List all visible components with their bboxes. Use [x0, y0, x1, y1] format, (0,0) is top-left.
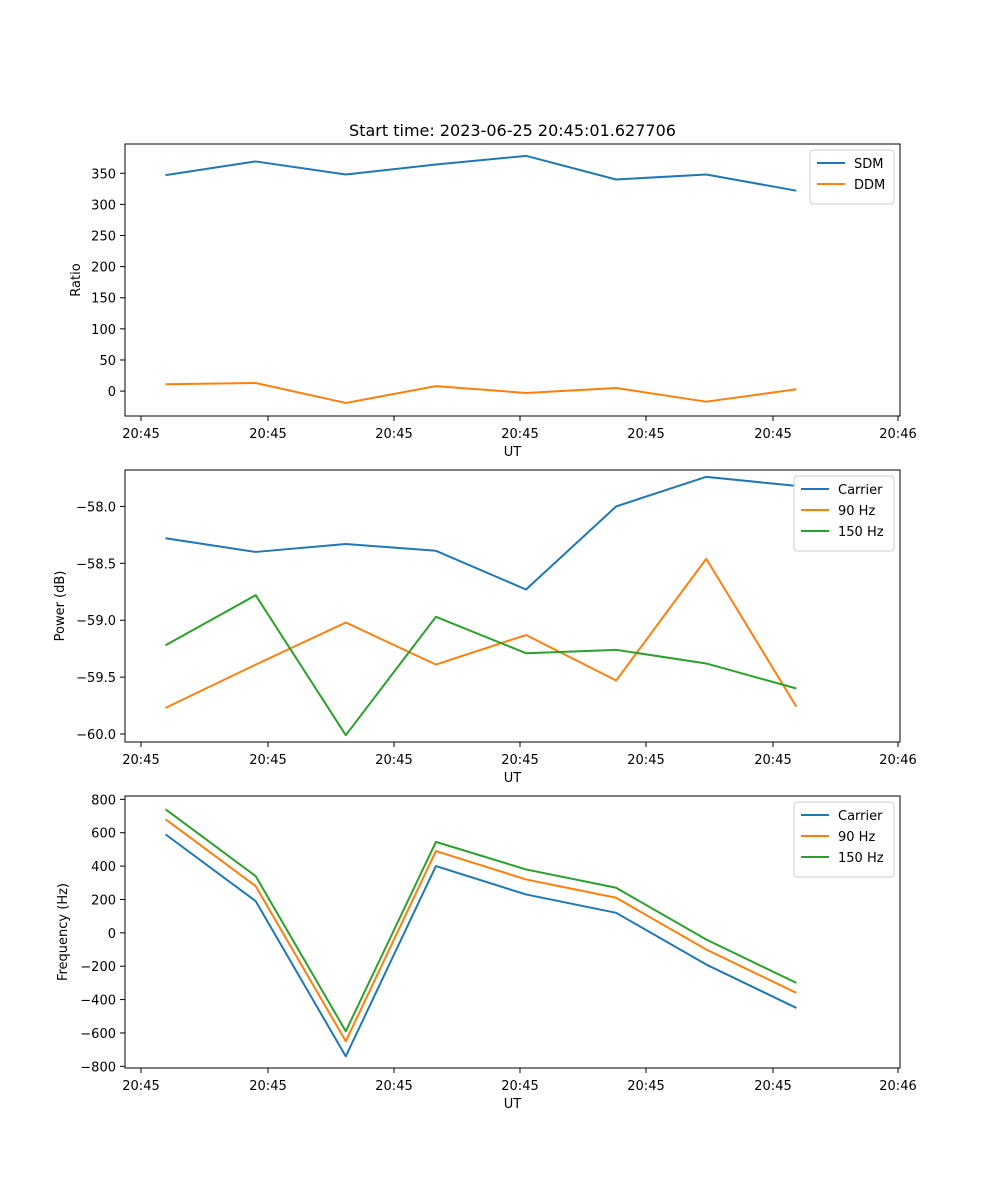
x-tick-label: 20:45 [627, 427, 664, 442]
legend-label: SDM [854, 157, 883, 172]
y-tick-label: 250 [91, 229, 116, 244]
y-tick-label: 200 [91, 261, 116, 276]
x-tick-label: 20:45 [249, 753, 286, 768]
x-tick-label: 20:45 [754, 753, 791, 768]
legend [793, 475, 895, 552]
y-tick-label: −60.0 [76, 728, 116, 743]
x-tick-label: 20:45 [375, 1079, 412, 1094]
x-tick-label: 20:46 [879, 1079, 916, 1094]
axes-frame [124, 143, 901, 417]
x-tick-label: 20:46 [879, 427, 916, 442]
y-tick-label: 100 [91, 323, 116, 338]
y-tick-label: 400 [91, 860, 116, 875]
series-line-carrier [164, 833, 797, 1058]
y-tick-label: 50 [99, 354, 116, 369]
axes-frame [124, 469, 901, 743]
legend-label: 150 Hz [838, 851, 884, 866]
x-tick-label: 20:45 [627, 753, 664, 768]
y-tick-label: −800 [80, 1060, 116, 1075]
series-line-carrier [165, 475, 797, 591]
legend-label: Carrier [838, 483, 883, 498]
y-tick-label: 800 [91, 793, 116, 808]
legend-label: 90 Hz [838, 504, 875, 519]
panel-3: 20:45 20:45 20:45 20:45 20:45 20:45 20:46 −800 −… [56, 793, 917, 1112]
x-tick-label: 20:45 [375, 427, 412, 442]
series-line-150-hz [165, 594, 797, 737]
y-axis-label: Ratio [69, 263, 84, 296]
x-tick-label: 20:45 [754, 1079, 791, 1094]
y-tick-label: −59.5 [76, 671, 116, 686]
x-tick-label: 20:45 [122, 1079, 159, 1094]
figure-title: Start time: 2023-06-25 20:45:01.627706 [349, 121, 676, 140]
y-axis-label: Frequency (Hz) [56, 883, 71, 981]
legend-label: DDM [854, 178, 885, 193]
y-axis-label: Power (dB) [53, 571, 68, 642]
y-tick-label: 300 [91, 198, 116, 213]
series-line-ddm [165, 382, 797, 404]
x-tick-label: 20:45 [122, 753, 159, 768]
y-tick-label: 0 [108, 927, 116, 942]
x-tick-label: 20:45 [501, 753, 538, 768]
x-axis-label: UT [504, 1097, 522, 1112]
legend-label: Carrier [838, 809, 883, 824]
y-tick-label: 350 [91, 167, 116, 182]
x-tick-label: 20:45 [249, 427, 286, 442]
x-axis-label: UT [504, 445, 522, 460]
y-tick-label: −200 [80, 960, 116, 975]
x-tick-label: 20:46 [879, 753, 916, 768]
x-tick-label: 20:45 [627, 1079, 664, 1094]
panels: 20:45 20:45 20:45 20:45 20:45 20:45 20:46 0 50 10… [53, 143, 917, 1112]
x-tick-label: 20:45 [501, 1079, 538, 1094]
series-line-90-hz [164, 818, 797, 1043]
panel-2: 20:45 20:45 20:45 20:45 20:45 20:45 20:46 −60.0… [53, 469, 917, 786]
series-line-sdm [165, 154, 797, 192]
legend [793, 801, 895, 878]
legend-label: 90 Hz [838, 830, 875, 845]
y-tick-label: 600 [91, 827, 116, 842]
panel-1: 20:45 20:45 20:45 20:45 20:45 20:45 20:46 0 50 10… [69, 143, 917, 460]
y-tick-label: −400 [80, 994, 116, 1009]
x-axis-label: UT [504, 771, 522, 786]
y-tick-label: −58.0 [76, 500, 116, 515]
y-tick-label: −58.5 [76, 557, 116, 572]
legend-label: 150 Hz [838, 525, 884, 540]
axes-frame [124, 795, 901, 1069]
y-tick-label: 150 [91, 292, 116, 307]
y-tick-label: 200 [91, 893, 116, 908]
y-tick-label: −59.0 [76, 614, 116, 629]
x-tick-label: 20:45 [501, 427, 538, 442]
series-line-150-hz [164, 808, 797, 1033]
x-tick-label: 20:45 [754, 427, 791, 442]
series-line-90-hz [165, 557, 798, 709]
x-tick-label: 20:45 [122, 427, 159, 442]
y-tick-label: −600 [80, 1027, 116, 1042]
x-tick-label: 20:45 [375, 753, 412, 768]
x-tick-label: 20:45 [249, 1079, 286, 1094]
y-tick-label: 0 [108, 385, 116, 400]
